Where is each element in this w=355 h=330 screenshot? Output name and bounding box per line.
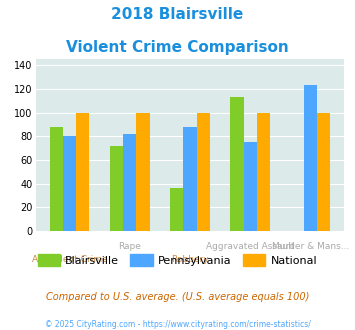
Bar	[76, 113, 89, 231]
Bar	[197, 113, 210, 231]
Bar	[317, 113, 330, 231]
Bar	[230, 97, 244, 231]
Bar	[110, 146, 123, 231]
Text: Robbery: Robbery	[171, 255, 209, 264]
Text: 2018 Blairsville: 2018 Blairsville	[111, 7, 244, 21]
Bar	[170, 188, 183, 231]
Bar	[257, 113, 270, 231]
Bar	[63, 136, 76, 231]
Text: All Violent Crime: All Violent Crime	[32, 255, 107, 264]
Text: © 2025 CityRating.com - https://www.cityrating.com/crime-statistics/: © 2025 CityRating.com - https://www.city…	[45, 320, 310, 329]
Text: Violent Crime Comparison: Violent Crime Comparison	[66, 40, 289, 54]
Bar	[50, 127, 63, 231]
Text: Rape: Rape	[118, 242, 141, 251]
Bar	[136, 113, 149, 231]
Bar	[304, 85, 317, 231]
Text: Murder & Mans...: Murder & Mans...	[272, 242, 349, 251]
Legend: Blairsville, Pennsylvania, National: Blairsville, Pennsylvania, National	[33, 250, 322, 270]
Text: Aggravated Assault: Aggravated Assault	[206, 242, 294, 251]
Bar	[183, 127, 197, 231]
Bar	[123, 134, 136, 231]
Bar	[244, 142, 257, 231]
Text: Compared to U.S. average. (U.S. average equals 100): Compared to U.S. average. (U.S. average …	[46, 292, 309, 302]
